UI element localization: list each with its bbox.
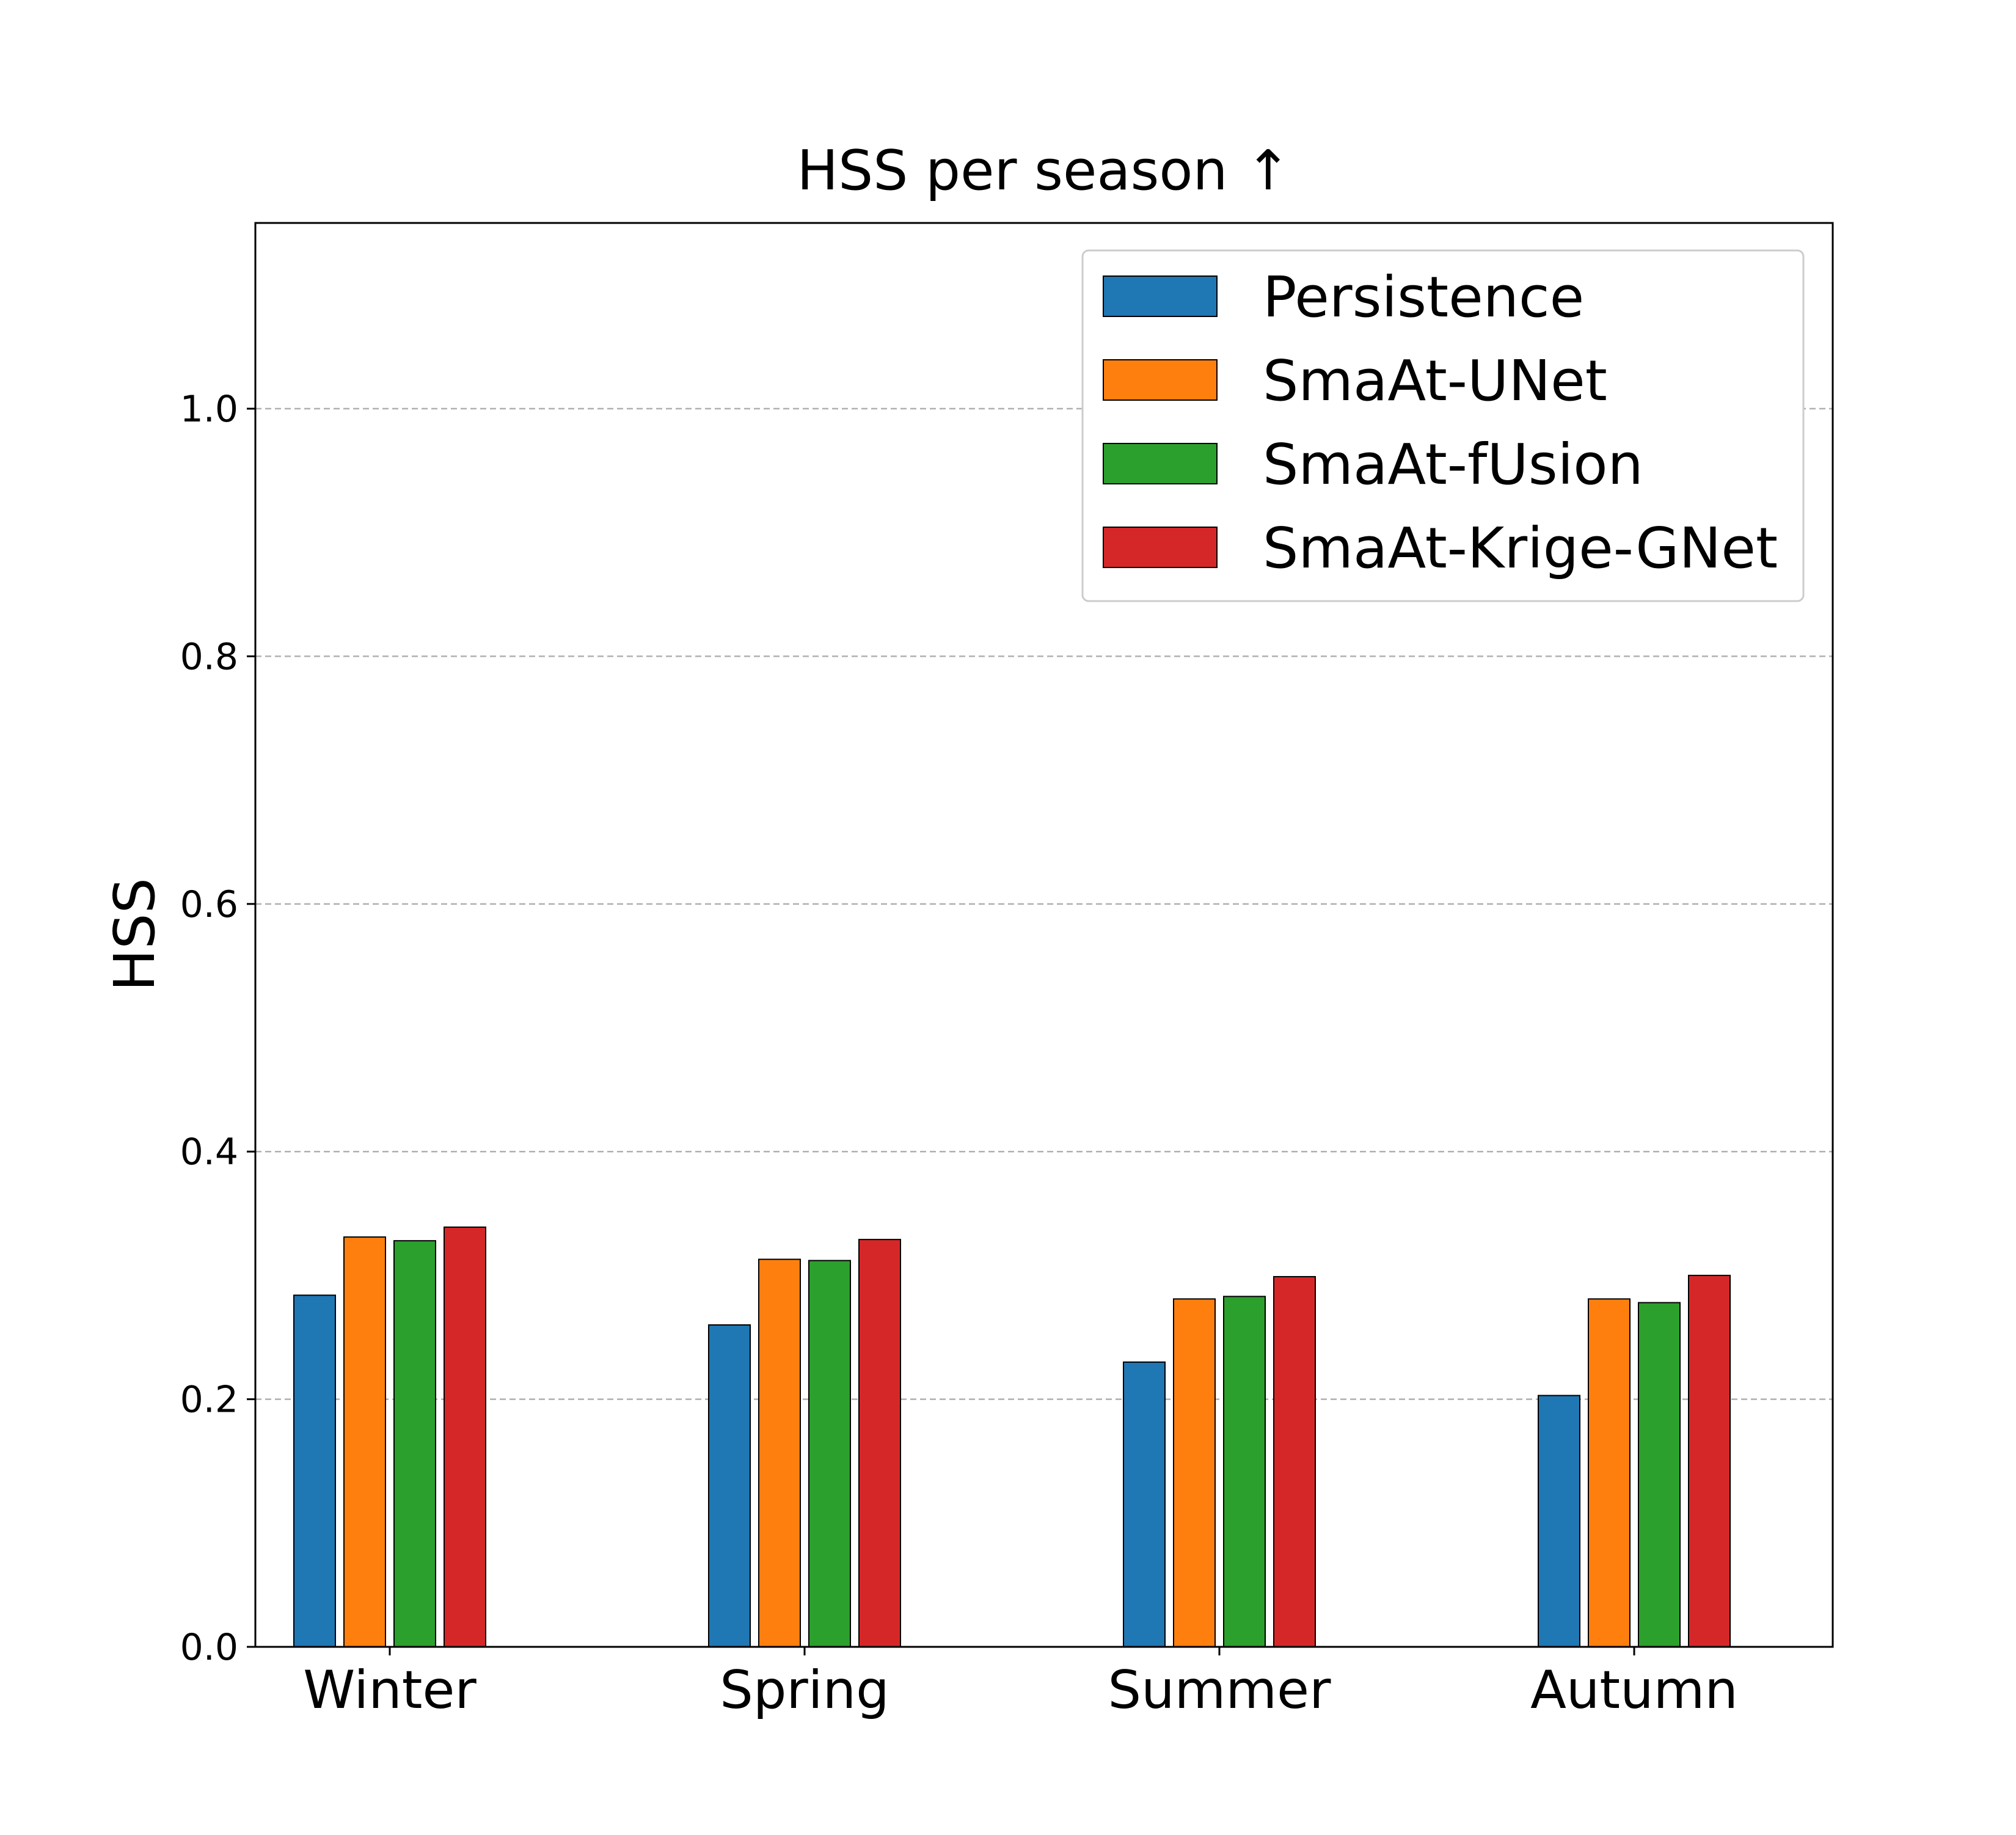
legend-label: SmaAt-Krige-GNet [1263,516,1778,581]
bar-smaat-krige-gnet-summer [1273,1275,1316,1647]
legend-swatch [1103,443,1218,484]
chart-title: HSS per season ↑ [797,139,1291,203]
bar-persistence-autumn [1538,1395,1580,1647]
legend-label: SmaAt-fUsion [1263,432,1643,497]
y-tick-label: 0.4 [180,1131,238,1173]
y-tick-label: 0.2 [180,1379,238,1421]
x-axis-ticks: Winter Spring Summer Autumn [303,1647,1738,1721]
legend-label: Persistence [1263,264,1584,330]
plot-area-frame [254,222,1834,1648]
x-tick-label: Spring [720,1660,889,1721]
legend-swatch [1103,527,1218,568]
bar-smaat-fusion-summer [1223,1296,1266,1648]
bar-persistence-spring [708,1324,751,1647]
bar-smaat-unet-spring [758,1258,801,1647]
bar-smaat-krige-gnet-autumn [1688,1274,1731,1648]
bar-persistence-summer [1123,1361,1166,1648]
y-tick-label: 0.8 [180,635,238,678]
bar-smaat-fusion-autumn [1638,1302,1681,1647]
y-axis-ticks: 0.0 0.2 0.4 0.6 0.8 1.0 [180,388,255,1669]
x-tick-label: Autumn [1530,1660,1738,1721]
y-tick-label: 0.6 [180,883,238,926]
bar-persistence-winter [293,1294,336,1647]
bar-smaat-fusion-spring [808,1260,851,1648]
bar-smaat-unet-winter [343,1236,386,1647]
bar-smaat-unet-summer [1173,1298,1216,1648]
x-tick-label: Winter [303,1660,477,1721]
bar-smaat-krige-gnet-winter [444,1226,486,1647]
bar-layer [293,1226,1731,1648]
y-tick-label: 1.0 [180,388,238,431]
bar-smaat-krige-gnet-spring [858,1239,901,1648]
y-axis-label: HSS [102,878,167,991]
legend-frame [1081,249,1805,602]
y-tick-label: 0.0 [180,1626,238,1669]
x-tick-label: Summer [1108,1660,1332,1721]
bar-smaat-unet-autumn [1588,1298,1631,1648]
legend-swatch [1103,275,1218,317]
bar-smaat-fusion-winter [393,1240,436,1647]
legend-swatch [1103,359,1218,401]
legend-label: SmaAt-UNet [1263,348,1607,414]
legend: Persistence SmaAt-UNet SmaAt-fUsion SmaAt-K… [1081,249,1805,602]
legend-items: Persistence SmaAt-UNet SmaAt-fUsion SmaAt-K… [1103,264,1778,581]
